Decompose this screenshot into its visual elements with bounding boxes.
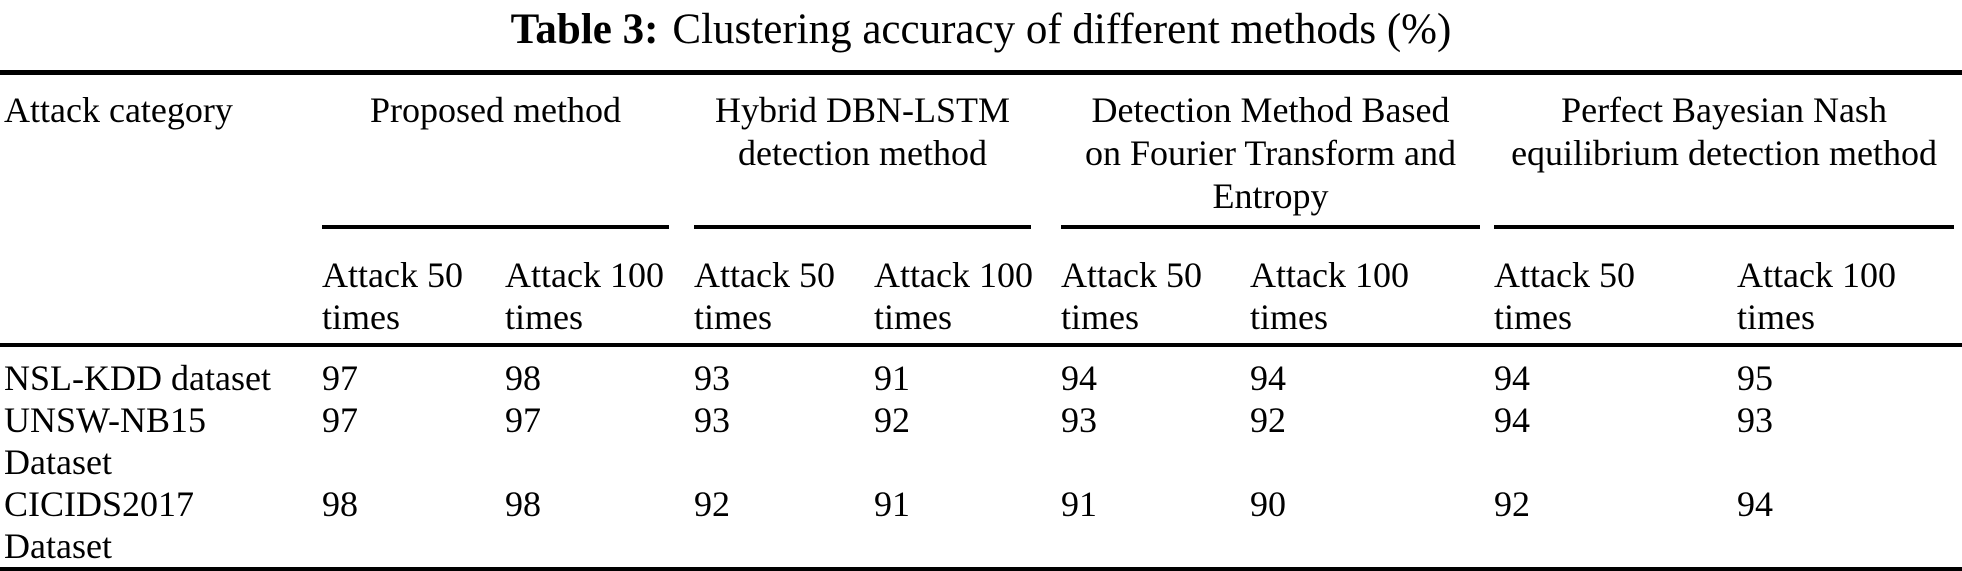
table-row-unsw-nb15: UNSW-NB15 Dataset 97 97 93 92 93 92 94 9… [0,399,1962,483]
table-caption: Table 3: Clustering accuracy of different… [0,0,1962,70]
group-header-fourier-entropy: Detection Method Based on Fourier Transf… [1061,73,1494,229]
value-cell: 91 [874,358,911,398]
value-cell: 97 [322,358,358,398]
table-row-cicids2017: CICIDS2017 Dataset 98 98 92 91 91 90 92 … [0,483,1962,570]
column-header-g4-attack-100: Attack 100 times [1737,229,1962,347]
row-label-line: Dataset [4,442,112,482]
group-underline-rule [322,225,670,229]
column-header-g3-attack-50: Attack 50 times [1061,229,1251,347]
subheader-line: times [694,297,773,337]
subheader-line: times [322,297,400,337]
row-label: NSL-KDD dataset [0,345,322,399]
value-cell: 98 [505,358,541,398]
group-header-line: Entropy [1212,176,1329,216]
row-label-line: Dataset [4,526,112,566]
group-header-title: Detection Method Based on Fourier Transf… [1061,75,1480,218]
group-header-title: Perfect Bayesian Nash equilibrium detect… [1494,75,1954,175]
subheader-line: Attack 100 [1737,255,1896,295]
group-underline-rule [694,225,1032,229]
value-cell: 98 [505,484,541,524]
row-label-line: UNSW-NB15 [4,400,207,440]
group-header-row: Attack category Proposed method Hybrid D… [0,72,1962,347]
value-cell: 93 [694,400,731,440]
group-header-line: Proposed method [370,90,621,130]
group-header-line: on Fourier Transform and [1085,133,1457,173]
column-header-g1-attack-50: Attack 50 times [322,229,505,347]
group-header-line: Detection Method Based [1091,90,1450,130]
value-cell: 92 [694,484,731,524]
row-label: UNSW-NB15 Dataset [0,399,322,483]
value-cell: 98 [322,484,358,524]
value-cell: 93 [1737,400,1774,440]
results-table: Attack category Proposed method Hybrid D… [0,70,1962,571]
group-header-line: Perfect Bayesian Nash [1561,90,1887,130]
value-cell: 94 [1061,358,1098,398]
value-cell: 94 [1250,358,1287,398]
group-header-title: Proposed method [322,75,669,132]
value-cell: 91 [1061,484,1098,524]
subheader-line: times [505,297,583,337]
column-header-g2-attack-50: Attack 50 times [694,229,875,347]
value-cell: 90 [1250,484,1287,524]
group-header-line: equilibrium detection method [1511,133,1937,173]
value-cell: 92 [1494,484,1531,524]
value-cell: 94 [1737,484,1774,524]
group-header-title: Hybrid DBN-LSTM detection method [694,75,1031,175]
subheader-line: times [1737,297,1816,337]
subheader-line: Attack 100 [1250,255,1409,295]
subheader-line: times [1494,297,1573,337]
subheader-line: Attack 50 [1061,255,1202,295]
column-header-g2-attack-100: Attack 100 times [874,229,1062,347]
row-label: CICIDS2017 Dataset [0,483,322,570]
subheader-line: Attack 100 [874,255,1033,295]
value-cell: 93 [1061,400,1098,440]
value-cell: 91 [874,484,911,524]
subheader-line: Attack 50 [322,255,463,295]
subheader-line: times [1250,297,1329,337]
column-header-g1-attack-100: Attack 100 times [505,229,695,347]
value-cell: 94 [1494,358,1531,398]
row-label-line: NSL-KDD dataset [4,358,271,398]
value-cell: 93 [694,358,731,398]
value-cell: 95 [1737,358,1774,398]
column-header-g4-attack-50: Attack 50 times [1494,229,1738,347]
group-underline-rule [1061,225,1481,229]
subheader-row: Attack 50 times Attack 100 times Attack … [0,229,1962,347]
subheader-line: Attack 100 [505,255,664,295]
value-cell: 94 [1494,400,1531,440]
group-header-bayesian-nash: Perfect Bayesian Nash equilibrium detect… [1494,73,1962,229]
subheader-line: times [1061,297,1140,337]
group-header-proposed-method: Proposed method [322,73,694,229]
group-underline-rule [1494,225,1955,229]
value-cell: 97 [322,400,358,440]
group-header-line: Hybrid DBN-LSTM [715,90,1011,130]
value-cell: 92 [1250,400,1287,440]
table-caption-label: Table 3: [510,6,659,53]
group-header-hybrid-dbn-lstm: Hybrid DBN-LSTM detection method [694,73,1061,229]
table-row-nsl-kdd: NSL-KDD dataset 97 98 93 91 94 94 94 95 [0,345,1962,399]
table-caption-text: Clustering accuracy of different methods… [672,6,1452,53]
value-cell: 97 [505,400,541,440]
row-label-line: CICIDS2017 [4,484,195,524]
value-cell: 92 [874,400,911,440]
column-header-attack-category: Attack category [0,72,322,347]
subheader-line: Attack 50 [1494,255,1635,295]
group-header-line: detection method [738,133,987,173]
column-header-g3-attack-100: Attack 100 times [1250,229,1495,347]
subheader-line: Attack 50 [694,255,835,295]
subheader-line: times [874,297,953,337]
